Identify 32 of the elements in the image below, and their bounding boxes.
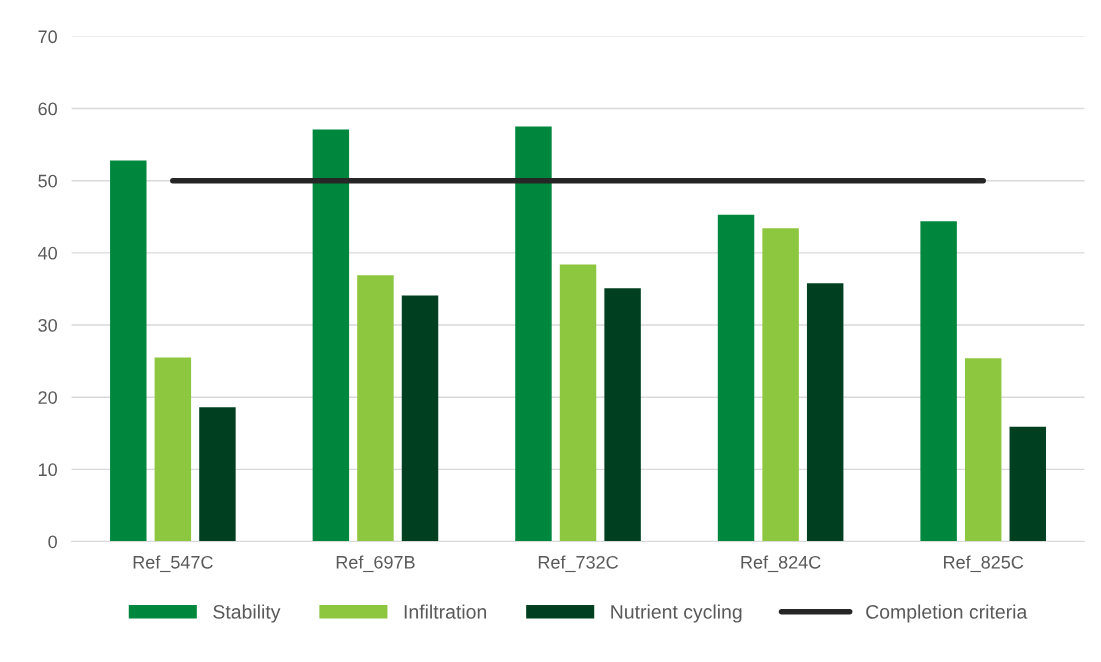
bar xyxy=(806,283,844,542)
x-tick-label: Ref_697B xyxy=(336,555,415,573)
bar xyxy=(154,357,192,542)
x-tick-label: Ref_547C xyxy=(133,555,213,573)
bar xyxy=(964,358,1002,542)
bar xyxy=(762,228,799,542)
legend-label: Nutrient cycling xyxy=(611,604,742,623)
x-tick-label: Ref_824C xyxy=(741,555,821,573)
bar xyxy=(920,221,957,542)
bar xyxy=(199,407,236,542)
y-tick-label: 0 xyxy=(48,535,57,549)
bar xyxy=(604,288,641,542)
legend-label: Infiltration xyxy=(404,604,487,619)
bar xyxy=(515,126,552,542)
bar xyxy=(559,264,597,542)
bar xyxy=(312,129,350,542)
bar xyxy=(1009,426,1046,542)
y-tick-label: 20 xyxy=(38,391,57,404)
x-tick-label: Ref_825C xyxy=(944,555,1024,573)
legend-label: Completion criteria xyxy=(866,604,1028,623)
y-tick-label: 70 xyxy=(38,30,57,44)
y-tick-label: 60 xyxy=(38,102,57,116)
bar xyxy=(401,295,439,542)
y-tick-label: 10 xyxy=(38,463,57,477)
bar xyxy=(110,160,147,542)
x-tick-label: Ref_732C xyxy=(538,555,618,573)
bar xyxy=(717,214,755,542)
legend-label: Stability xyxy=(213,604,281,623)
bar xyxy=(357,275,394,542)
y-tick-label: 50 xyxy=(38,174,57,188)
y-tick-label: 30 xyxy=(38,318,57,332)
y-tick-label: 40 xyxy=(38,246,57,260)
